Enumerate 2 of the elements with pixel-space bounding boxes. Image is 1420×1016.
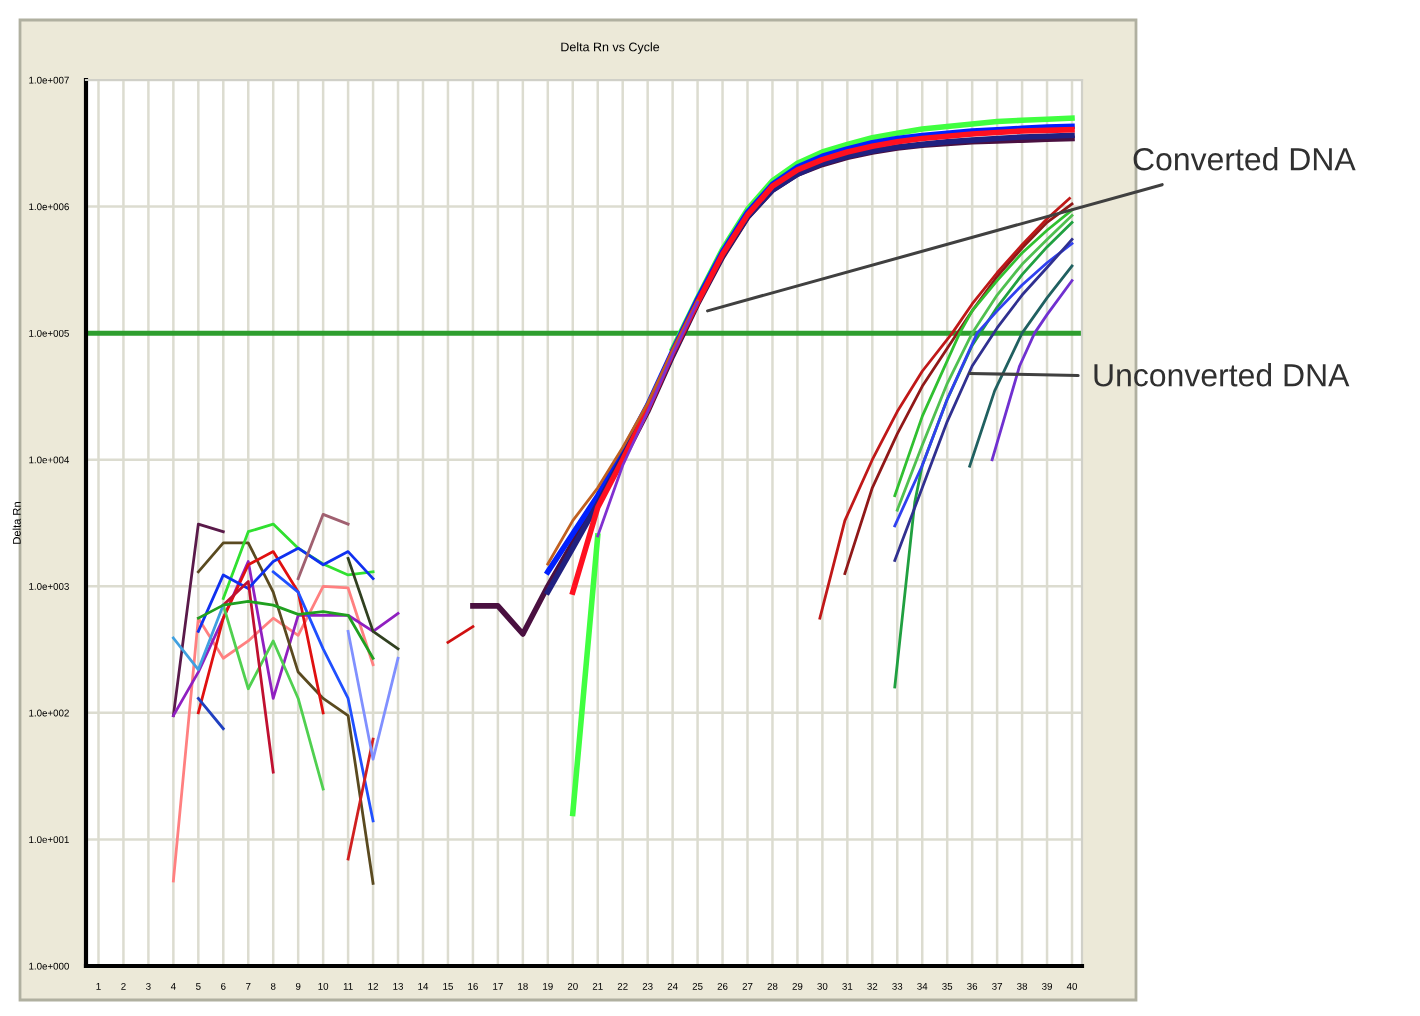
annotation: Converted DNA [1133, 147, 1356, 171]
annotation: Unconverted DNA [1094, 363, 1350, 387]
